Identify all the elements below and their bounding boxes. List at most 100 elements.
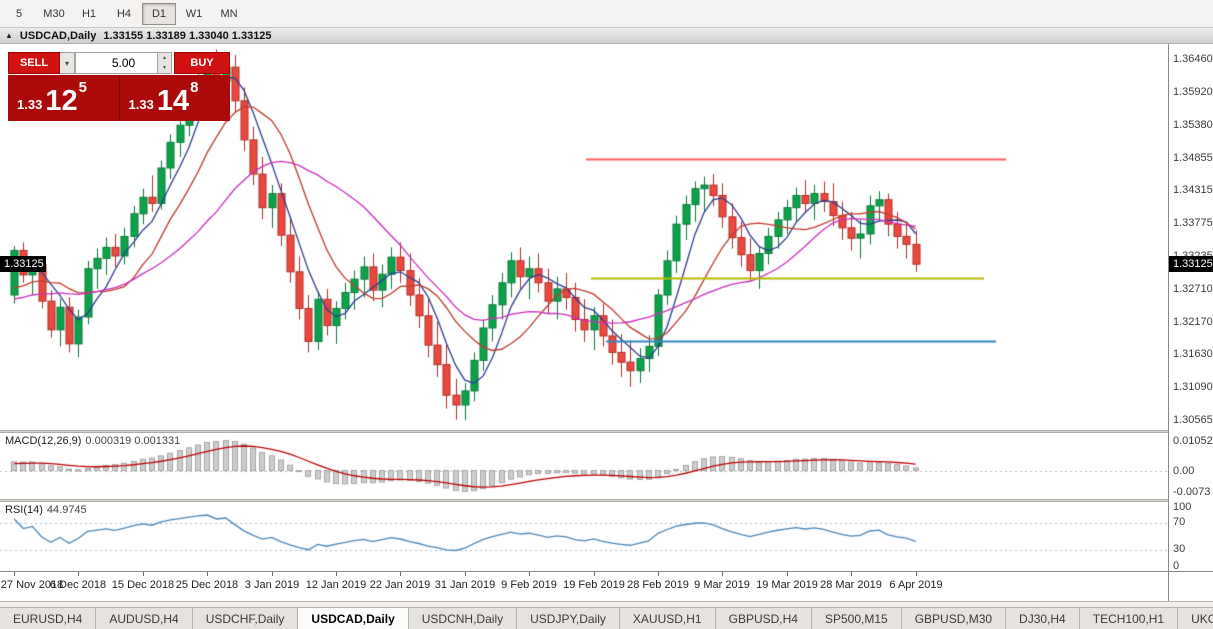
date-tick: [529, 572, 530, 576]
chart-symbol-title: USDCAD,Daily: [19, 29, 97, 42]
current-price-badge: 1.33125: [1169, 256, 1213, 272]
chart-tab-usdchf-daily[interactable]: USDCHF,Daily: [191, 607, 299, 629]
date-axis: 27 Nov 2018 6 Dec 2018 15 Dec 2018 25 Dec 2…: [0, 571, 1168, 601]
volume-up-icon[interactable]: ▲: [162, 55, 167, 61]
timeframe-button-h4[interactable]: H4: [116, 7, 132, 20]
date-tick: [722, 572, 723, 576]
timeframe-button-h1[interactable]: H1: [81, 7, 97, 20]
price-scale-label: 1.33775: [1173, 217, 1213, 229]
date-tick: [851, 572, 852, 576]
date-tick: [594, 572, 595, 576]
date-tick: [14, 572, 15, 576]
date-tick: [272, 572, 273, 576]
date-label: 6 Dec 2018: [49, 579, 107, 591]
chart-tab-sp500-m15[interactable]: SP500,M15: [810, 607, 902, 629]
macd-scale-label: -0.0073: [1173, 486, 1211, 498]
chart-titlebar: ▲ USDCAD,Daily 1.33155 1.33189 1.33040 1…: [0, 28, 1213, 44]
date-label: 6 Apr 2019: [889, 579, 943, 591]
timeframe-button-m30[interactable]: M30: [43, 7, 65, 20]
volume-stepper[interactable]: ▲ ▼: [157, 53, 171, 73]
timeframe-toolbar: 5 M30 H1 H4 D1 W1 MN: [0, 0, 1213, 28]
left-price-tag: 1.33125: [0, 256, 46, 272]
date-tick: [78, 572, 79, 576]
price-scale-label: 1.35380: [1173, 119, 1213, 131]
date-label: 12 Jan 2019: [305, 579, 367, 591]
volume-down-icon[interactable]: ▼: [162, 65, 167, 71]
volume-value: 5.00: [111, 56, 136, 70]
date-label: 28 Feb 2019: [627, 579, 689, 591]
date-tick: [336, 572, 337, 576]
macd-scale-label: 0.010525: [1173, 435, 1213, 447]
date-tick: [400, 572, 401, 576]
chart-tab-usdjpy-daily[interactable]: USDJPY,Daily: [516, 607, 620, 629]
chart-tab-ukoil-i[interactable]: UKOil,I: [1177, 607, 1213, 629]
chart-tab-gbpusd-m30[interactable]: GBPUSD,M30: [900, 607, 1007, 629]
price-scale: 1.33125 1.36460 1.35920 1.35380 1.34855 1.34…: [1168, 44, 1213, 572]
sell-price-superscript: 5: [78, 79, 87, 96]
rsi-scale-label: 30: [1173, 543, 1186, 555]
buy-button[interactable]: BUY: [174, 52, 230, 74]
macd-indicator-canvas[interactable]: [0, 433, 1168, 499]
buy-price-prefix: 1.33: [128, 97, 154, 112]
date-label: 31 Jan 2019: [434, 579, 496, 591]
chart-tab-eurusd-h4[interactable]: EURUSD,H4: [0, 607, 97, 629]
date-tick: [143, 572, 144, 576]
date-tick: [916, 572, 917, 576]
chart-tab-audusd-h4[interactable]: AUDUSD,H4: [95, 607, 193, 629]
macd-label-text: MACD(12,26,9): [5, 435, 82, 447]
volume-dropdown-button[interactable]: ▾: [60, 52, 75, 74]
rsi-label-text: RSI(14): [5, 504, 43, 516]
panel-splitter[interactable]: [0, 430, 1213, 433]
timeframe-button-5[interactable]: 5: [15, 7, 23, 20]
rsi-indicator-canvas[interactable]: [0, 502, 1168, 571]
date-tick: [658, 572, 659, 576]
price-scale-label: 1.32170: [1173, 316, 1213, 328]
axis-corner: [1168, 571, 1213, 601]
buy-price-big: 14: [156, 85, 190, 117]
sell-price-big: 12: [45, 85, 78, 117]
chart-window: ▲ USDCAD,Daily 1.33155 1.33189 1.33040 1…: [0, 28, 1213, 601]
price-scale-label: 1.30565: [1173, 414, 1213, 426]
sell-price-display[interactable]: 1.33 12 5: [8, 75, 120, 121]
rsi-scale-label: 100: [1173, 501, 1192, 513]
date-label: 27 Nov 2018: [0, 579, 64, 591]
price-scale-label: 1.34315: [1173, 184, 1213, 196]
macd-scale-label: 0.00: [1173, 465, 1195, 477]
rsi-value-text: 44.9745: [46, 504, 87, 516]
timeframe-button-d1[interactable]: D1: [142, 2, 176, 25]
timeframe-button-mn[interactable]: MN: [220, 7, 238, 20]
date-label: 19 Feb 2019: [563, 579, 625, 591]
timeframe-button-w1[interactable]: W1: [185, 7, 203, 20]
volume-input[interactable]: 5.00 ▲ ▼: [75, 52, 172, 74]
chart-ohlc-values: 1.33155 1.33189 1.33040 1.33125: [103, 29, 272, 42]
price-scale-label: 1.36460: [1173, 53, 1213, 65]
chart-tab-usdcad-daily[interactable]: USDCAD,Daily: [297, 607, 409, 629]
price-scale-label: 1.34855: [1173, 152, 1213, 164]
price-scale-label: 1.32710: [1173, 283, 1213, 295]
price-scale-label: 1.31630: [1173, 348, 1213, 360]
panel-splitter[interactable]: [0, 499, 1213, 502]
chart-tab-tech100-h1[interactable]: TECH100,H1: [1078, 607, 1179, 629]
date-label: 3 Jan 2019: [244, 579, 300, 591]
rsi-indicator-label: RSI(14) 44.9745: [5, 504, 87, 516]
sell-button[interactable]: SELL: [8, 52, 60, 74]
buy-price-display[interactable]: 1.33 14 8: [119, 75, 230, 121]
chart-tab-gbpusd-h4[interactable]: GBPUSD,H4: [714, 607, 812, 629]
chart-plots: 1.33125 1.36460 1.35920 1.35380 1.34855 1.34…: [0, 44, 1213, 601]
date-tick: [787, 572, 788, 576]
chart-tabs-bar: EURUSD,H4 AUDUSD,H4 USDCHF,Daily USDCAD,Dai…: [0, 601, 1213, 629]
rsi-scale-label: 0: [1173, 560, 1180, 572]
date-label: 9 Mar 2019: [694, 579, 750, 591]
chart-tab-usdcnh-daily[interactable]: USDCNH,Daily: [407, 607, 518, 629]
date-label: 15 Dec 2018: [111, 579, 175, 591]
macd-values-text: 0.000319 0.001331: [85, 435, 181, 447]
date-tick: [207, 572, 208, 576]
one-click-trading-panel: SELL ▾ 5.00 ▲ ▼ BUY 1.33 12 5: [8, 52, 230, 121]
date-label: 28 Mar 2019: [820, 579, 882, 591]
price-scale-label: 1.31090: [1173, 381, 1213, 393]
chart-tab-dj30-h4[interactable]: DJ30,H4: [1005, 607, 1080, 629]
collapse-arrow-icon[interactable]: ▲: [5, 30, 13, 40]
chart-tab-xauusd-h1[interactable]: XAUUSD,H1: [618, 607, 716, 629]
date-label: 19 Mar 2019: [756, 579, 818, 591]
date-label: 25 Dec 2018: [175, 579, 239, 591]
